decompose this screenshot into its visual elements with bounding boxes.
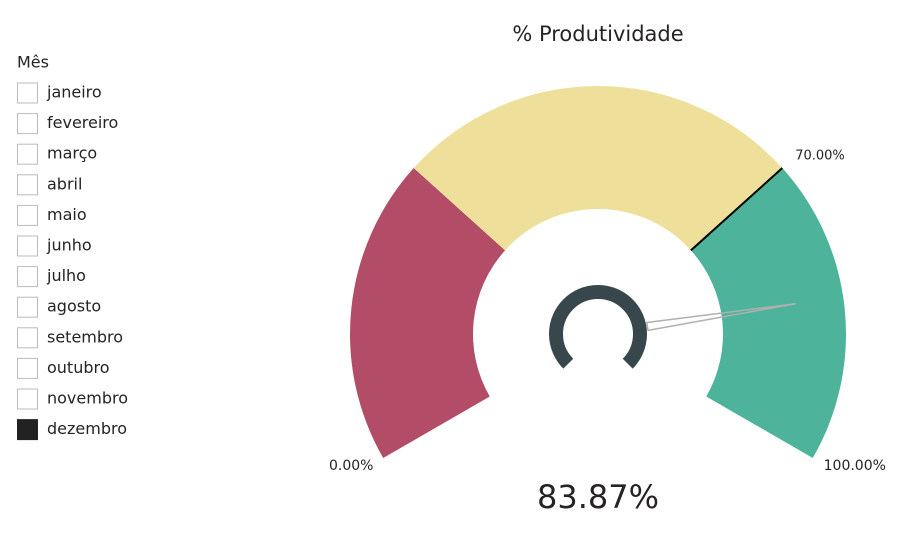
slicer-item-label[interactable]: junho xyxy=(46,236,92,255)
slicer-checkbox[interactable] xyxy=(17,388,38,410)
slicer-item-label[interactable]: julho xyxy=(46,266,86,285)
needle xyxy=(645,302,796,332)
slicer-checkbox[interactable] xyxy=(17,143,38,165)
slicer-item-label[interactable]: janeiro xyxy=(46,83,102,102)
slicer-item-label[interactable]: dezembro xyxy=(47,419,127,438)
slicer-item-label[interactable]: fevereiro xyxy=(47,113,118,132)
axis-end-label: 100.00% xyxy=(824,458,886,474)
slicer-checkbox[interactable] xyxy=(17,174,38,196)
slicer-checkbox[interactable] xyxy=(17,327,38,349)
target-line xyxy=(690,167,783,252)
chart-title: % Produtividade xyxy=(512,22,683,46)
slicer-checkbox[interactable] xyxy=(17,82,38,104)
slicer-checkbox[interactable] xyxy=(17,296,38,318)
slicer-item-label[interactable]: novembro xyxy=(47,389,128,408)
slicer-item-label[interactable]: agosto xyxy=(47,297,101,316)
slicer-item-label[interactable]: setembro xyxy=(47,327,123,346)
gauge-hub xyxy=(549,285,647,369)
slicer-checkbox[interactable] xyxy=(17,266,38,288)
gauge-band xyxy=(413,85,783,251)
slicer-item-label[interactable]: março xyxy=(47,144,97,163)
gauge-band xyxy=(690,168,846,458)
slicer-item-label[interactable]: outubro xyxy=(47,358,110,377)
target-label: 70.00% xyxy=(795,149,845,164)
slicer-checkbox[interactable] xyxy=(17,113,38,135)
slicer-checkbox[interactable] xyxy=(17,419,38,441)
slicer-checkbox[interactable] xyxy=(17,357,38,379)
slicer-checkbox[interactable] xyxy=(17,235,38,257)
slicer-item-label[interactable]: abril xyxy=(47,174,82,193)
slicer-title: Mês xyxy=(17,53,49,72)
gauge-band xyxy=(349,168,506,458)
slicer-item-label[interactable]: maio xyxy=(47,205,87,224)
slicer-checkbox[interactable] xyxy=(17,204,38,226)
value-label: 83.87% xyxy=(537,478,659,516)
axis-end-label: 0.00% xyxy=(329,458,373,474)
